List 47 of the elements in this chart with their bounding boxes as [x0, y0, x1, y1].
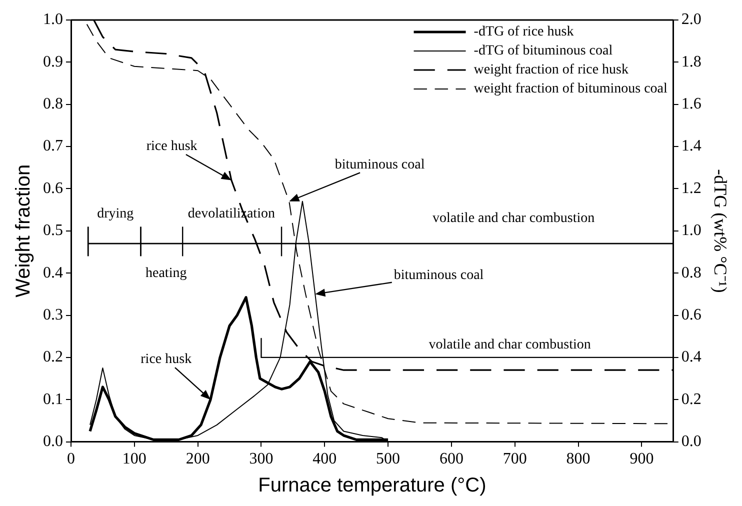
y-tick-label: 0.9: [43, 53, 63, 70]
legend-label: -dTG of rice husk: [474, 24, 574, 40]
y-tick-label: 1.0: [43, 11, 63, 28]
y-tick-label: 0.4: [43, 264, 63, 282]
y2-tick-label: 1.8: [681, 53, 702, 70]
legend-label: -dTG of bituminous coal: [474, 44, 613, 59]
y-tick-label: 0.3: [43, 306, 63, 324]
y2-tick-label: 1.0: [681, 222, 702, 240]
y-tick-label: 0.7: [43, 138, 63, 155]
annotation: volatile and char combustion: [432, 210, 595, 226]
x-tick-label: 600: [439, 450, 464, 468]
y-tick-label: 0.0: [43, 433, 63, 450]
annotation: drying: [97, 206, 134, 222]
y-tick-label: 0.6: [43, 180, 63, 197]
y2-tick-label: 1.6: [681, 96, 702, 113]
y-tick-label: 0.2: [43, 348, 63, 366]
y-tick-label: 0.5: [43, 222, 63, 240]
x-axis-title: Furnace temperature (°C): [258, 474, 486, 497]
legend-label: weight fraction of rice husk: [474, 62, 629, 78]
x-tick-label: 0: [67, 450, 75, 468]
annotation: bituminous coal: [334, 157, 425, 172]
x-tick-label: 800: [566, 450, 590, 468]
y2-tick-label: 0.4: [681, 348, 702, 366]
y2-tick-label: 0.2: [681, 390, 702, 408]
x-tick-label: 400: [312, 450, 337, 468]
x-tick-label: 200: [186, 450, 210, 468]
x-tick-label: 300: [249, 450, 274, 468]
x-tick-label: 100: [122, 450, 146, 468]
annotation: volatile and char combustion: [428, 337, 591, 352]
y2-tick-label: 1.2: [681, 180, 702, 197]
legend-label: weight fraction of bituminous coal: [474, 82, 668, 97]
annotation: rice husk: [146, 139, 198, 154]
x-tick-label: 900: [630, 450, 654, 468]
annotation: heating: [146, 266, 187, 281]
y-axis-title: Weight fraction: [12, 164, 35, 298]
x-tick-label: 500: [376, 450, 400, 468]
y2-tick-label: 2.0: [681, 11, 702, 28]
y2-tick-label: 0.8: [681, 264, 702, 282]
y2-tick-label: 0.6: [681, 306, 702, 324]
y2-axis-title: -dTG (wt% °C⁻¹): [710, 169, 730, 293]
y2-tick-label: 0.0: [681, 433, 702, 450]
annotation: rice husk: [140, 352, 192, 368]
x-tick-label: 700: [502, 450, 527, 468]
y-tick-label: 0.8: [43, 96, 63, 113]
y-tick-label: 0.1: [43, 390, 63, 408]
annotation: bituminous coal: [394, 268, 484, 283]
y2-tick-label: 1.4: [681, 138, 702, 155]
